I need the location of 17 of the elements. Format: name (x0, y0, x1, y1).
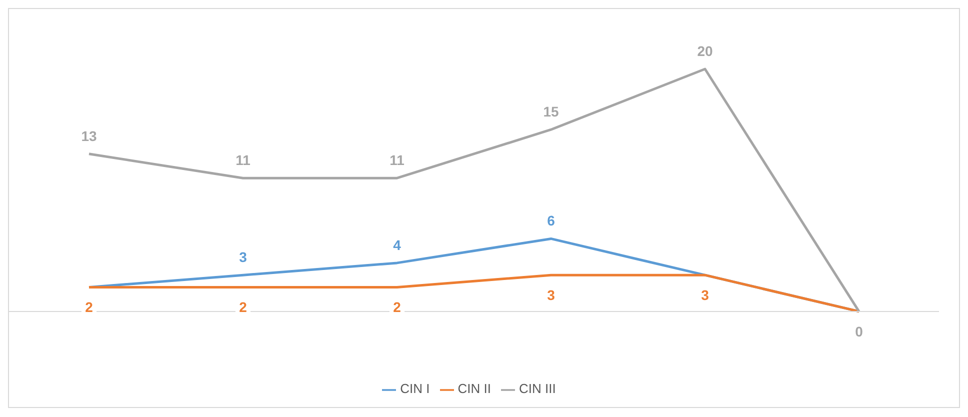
legend-label: CIN III (519, 381, 556, 396)
legend-label: CIN II (458, 381, 491, 396)
data-label: 3 (239, 249, 248, 266)
data-label: 4 (393, 236, 402, 253)
data-label: 11 (236, 152, 251, 168)
data-label: 2 (85, 299, 94, 316)
data-label: 11 (390, 152, 405, 168)
data-label: 15 (543, 104, 559, 120)
data-label: 3 (701, 287, 710, 304)
data-label: 3 (547, 287, 556, 304)
legend-label: CIN I (400, 381, 430, 396)
data-label: 0 (855, 323, 864, 340)
data-label: 20 (697, 43, 713, 59)
data-label: 6 (547, 212, 556, 229)
data-label: 2 (393, 299, 402, 316)
data-label: 2 (239, 299, 248, 316)
data-label: 13 (81, 128, 97, 144)
